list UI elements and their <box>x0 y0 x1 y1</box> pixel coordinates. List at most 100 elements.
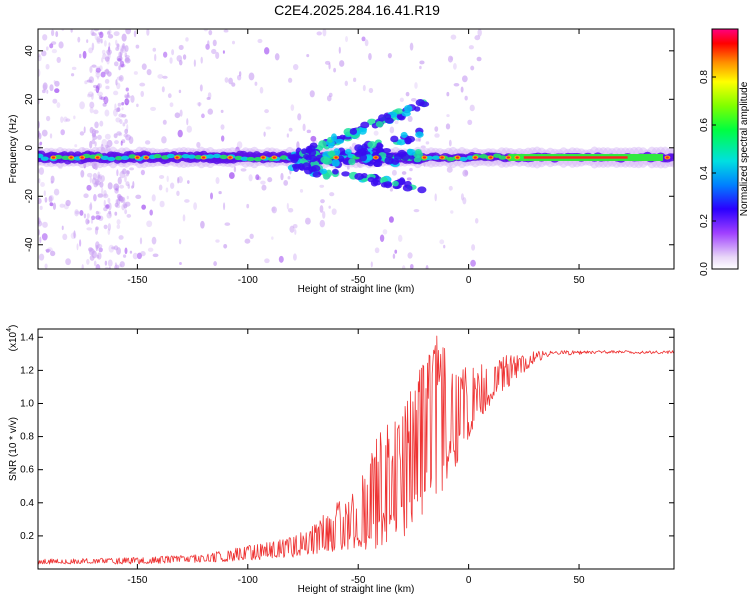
noise-speckle <box>146 69 152 76</box>
noise-speckle <box>65 258 71 266</box>
noise-speckle <box>255 174 260 181</box>
noise-speckle <box>97 91 103 97</box>
band-spot <box>40 156 49 161</box>
snr-ytick-label: 0.4 <box>20 498 34 509</box>
dispersive-blob <box>391 158 400 165</box>
colorbar-label: Normalized spectral amplitude <box>739 81 750 216</box>
noise-speckle <box>193 59 196 67</box>
noise-speckle <box>174 112 181 119</box>
noise-speckle <box>286 202 289 210</box>
noise-speckle <box>76 243 79 251</box>
noise-speckle <box>103 199 106 207</box>
noise-speckle <box>91 32 96 37</box>
noise-speckle <box>91 64 97 68</box>
noise-speckle <box>91 138 96 145</box>
noise-speckle <box>374 247 380 254</box>
noise-speckle <box>63 116 68 123</box>
noise-speckle <box>86 172 93 178</box>
noise-speckle <box>206 96 211 101</box>
noise-speckle <box>38 229 41 236</box>
noise-speckle <box>95 66 101 71</box>
noise-speckle <box>246 203 250 209</box>
noise-speckle <box>89 101 95 109</box>
noise-speckle <box>261 184 267 191</box>
noise-speckle <box>425 265 429 269</box>
noise-speckle <box>271 206 276 212</box>
noise-speckle <box>49 43 54 49</box>
noise-speckle <box>102 193 109 199</box>
noise-speckle <box>166 175 169 183</box>
noise-speckle <box>91 215 96 221</box>
noise-speckle <box>210 192 214 200</box>
noise-speckle <box>99 31 104 39</box>
noise-speckle <box>394 249 398 254</box>
noise-speckle <box>118 263 122 268</box>
noise-speckle <box>224 222 231 226</box>
noise-speckle <box>328 205 331 209</box>
dispersive-blob <box>392 180 399 187</box>
noise-speckle <box>107 34 114 39</box>
noise-speckle <box>392 253 396 259</box>
noise-speckle <box>122 254 127 258</box>
noise-speckle <box>413 209 420 213</box>
noise-speckle <box>147 247 154 252</box>
band-hotspot-core <box>489 156 493 159</box>
colorbar-tick-label: 0.2 <box>699 214 710 228</box>
noise-speckle <box>126 195 129 200</box>
noise-speckle <box>115 265 118 269</box>
snr-ticks: -150 -100 -50 0 50 0.2 0.4 0.6 0.8 1.0 1.2 1.4 <box>20 329 674 586</box>
noise-speckle <box>114 264 120 269</box>
noise-speckle <box>159 200 165 208</box>
noise-speckle <box>169 57 173 64</box>
noise-speckle <box>90 219 94 224</box>
dispersive-blob <box>319 168 328 175</box>
noise-speckle <box>425 141 430 145</box>
noise-speckle <box>409 264 414 269</box>
noise-speckle <box>108 210 112 215</box>
noise-speckle <box>91 128 97 137</box>
noise-speckle <box>40 181 45 188</box>
noise-speckle <box>274 53 280 61</box>
snr-frame <box>37 328 675 570</box>
noise-speckle <box>115 107 120 113</box>
noise-speckle <box>464 170 469 176</box>
noise-speckle <box>120 63 126 68</box>
dispersive-blob <box>322 158 333 165</box>
noise-speckle <box>103 189 107 197</box>
noise-speckle <box>290 104 295 111</box>
noise-speckle <box>201 113 205 119</box>
noise-speckle <box>52 202 57 210</box>
band-hotspot-core <box>272 156 276 159</box>
noise-speckle <box>207 40 210 47</box>
noise-speckle <box>100 96 106 101</box>
noise-speckle <box>446 91 450 97</box>
noise-speckle <box>322 29 327 37</box>
noise-speckle <box>65 118 71 122</box>
noise-speckle <box>159 174 165 179</box>
noise-speckle <box>103 40 107 47</box>
dispersive-blob <box>415 131 424 138</box>
band-hotspot-core <box>515 156 519 159</box>
noise-speckle <box>182 54 187 60</box>
noise-speckle <box>292 223 298 229</box>
noise-speckle <box>470 259 476 267</box>
noise-speckle <box>264 258 270 264</box>
noise-speckle <box>88 248 95 256</box>
noise-speckle <box>42 34 48 41</box>
noise-speckle <box>292 253 297 261</box>
noise-speckle <box>394 120 399 125</box>
dispersive-blob <box>406 148 413 155</box>
dispersive-blob <box>390 135 399 143</box>
dispersive-blob <box>348 158 356 166</box>
noise-speckle <box>89 255 95 261</box>
band-spot <box>121 155 130 161</box>
noise-speckle <box>104 56 110 62</box>
noise-speckle <box>146 29 150 36</box>
noise-speckle <box>100 38 103 44</box>
noise-speckle <box>196 102 202 106</box>
noise-speckle <box>131 185 134 189</box>
noise-speckle <box>118 235 124 240</box>
spectrogram-xtick-label: -100 <box>238 275 258 286</box>
dispersive-blob <box>384 117 394 124</box>
noise-speckle <box>106 49 112 55</box>
